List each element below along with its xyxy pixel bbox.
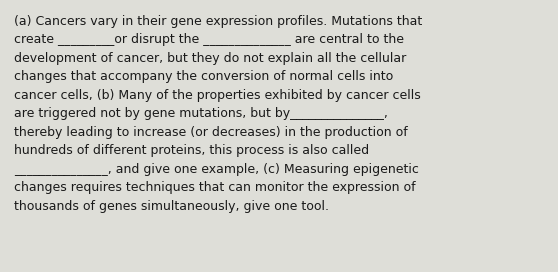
Text: (a) Cancers vary in their gene expression profiles. Mutations that
create ______: (a) Cancers vary in their gene expressio…	[14, 15, 422, 213]
